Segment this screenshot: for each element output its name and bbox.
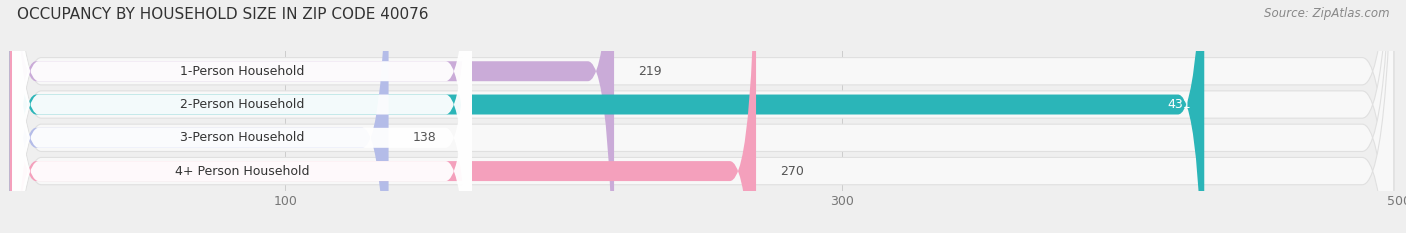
Text: 4+ Person Household: 4+ Person Household	[174, 164, 309, 178]
FancyBboxPatch shape	[10, 0, 388, 233]
FancyBboxPatch shape	[13, 0, 472, 233]
Text: OCCUPANCY BY HOUSEHOLD SIZE IN ZIP CODE 40076: OCCUPANCY BY HOUSEHOLD SIZE IN ZIP CODE …	[17, 7, 429, 22]
Text: 1-Person Household: 1-Person Household	[180, 65, 304, 78]
FancyBboxPatch shape	[10, 0, 614, 233]
FancyBboxPatch shape	[10, 0, 756, 233]
FancyBboxPatch shape	[13, 0, 472, 233]
FancyBboxPatch shape	[10, 0, 1393, 233]
Text: 2-Person Household: 2-Person Household	[180, 98, 304, 111]
Text: 3-Person Household: 3-Person Household	[180, 131, 304, 144]
FancyBboxPatch shape	[10, 0, 1205, 233]
Text: 431: 431	[1167, 98, 1191, 111]
FancyBboxPatch shape	[10, 0, 1393, 233]
FancyBboxPatch shape	[13, 0, 472, 233]
Text: 219: 219	[638, 65, 661, 78]
Text: 270: 270	[780, 164, 804, 178]
FancyBboxPatch shape	[10, 0, 1393, 233]
Text: Source: ZipAtlas.com: Source: ZipAtlas.com	[1264, 7, 1389, 20]
Text: 138: 138	[412, 131, 436, 144]
FancyBboxPatch shape	[10, 0, 1393, 233]
FancyBboxPatch shape	[13, 0, 472, 233]
